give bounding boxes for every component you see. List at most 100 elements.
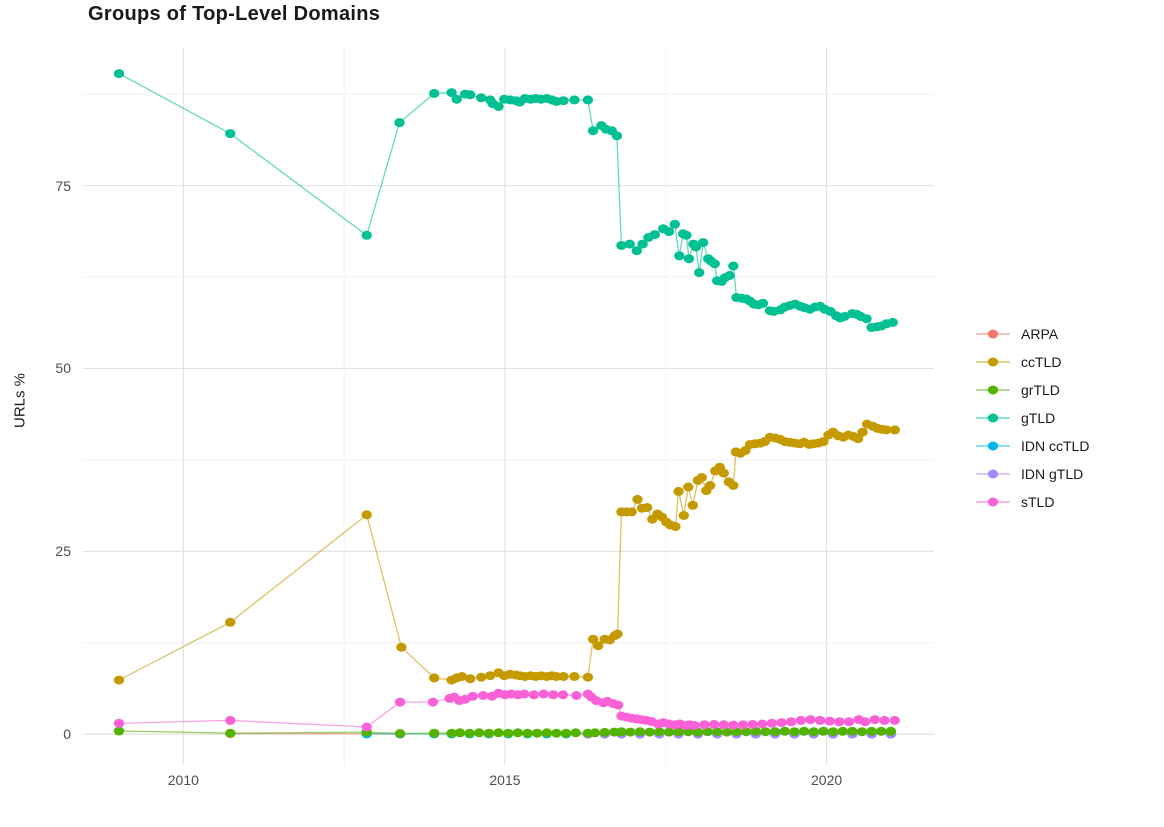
data-point [697, 238, 709, 248]
data-point [225, 728, 236, 738]
data-point [503, 728, 514, 738]
data-point [113, 718, 125, 728]
y-tick-label: 0 [63, 726, 71, 743]
data-point [747, 719, 758, 729]
data-point [757, 719, 768, 729]
data-point [582, 95, 594, 105]
data-point [887, 317, 898, 327]
data-point [225, 129, 236, 139]
legend-label: IDN gTLD [1021, 466, 1084, 482]
legend-key-dot [987, 441, 999, 451]
data-point [663, 727, 675, 737]
data-point [834, 717, 845, 727]
data-point [582, 672, 594, 682]
legend-item-gTLD: gTLD [976, 404, 1089, 432]
data-point [818, 726, 829, 736]
legend-key-dot [987, 497, 999, 507]
data-point [769, 727, 781, 737]
data-point [361, 230, 372, 240]
data-point [860, 717, 871, 727]
data-point [861, 314, 872, 324]
data-point [548, 690, 559, 700]
x-tick-label: 2020 [811, 772, 843, 788]
data-point [446, 88, 457, 98]
legend-key-icon [976, 357, 1010, 367]
data-point [476, 93, 487, 103]
legend-key-icon [976, 329, 1010, 339]
legend: ARPA ccTLD grTLD gTLD IDN ccTLD IDN gTLD sTLD [976, 320, 1089, 516]
data-point [611, 131, 623, 141]
legend-key-icon [976, 385, 1010, 395]
data-point [558, 96, 569, 106]
data-point [465, 90, 476, 100]
y-tick-label: 75 [55, 177, 71, 194]
x-tick-label: 2015 [489, 772, 521, 788]
data-point [818, 437, 829, 447]
data-point [776, 718, 787, 728]
legend-item-ARPA: ARPA [976, 320, 1089, 348]
series-points-gTLD [113, 69, 898, 332]
data-point [464, 728, 475, 738]
data-point [683, 482, 694, 492]
data-point [589, 728, 601, 738]
legend-label: ARPA [1021, 326, 1059, 342]
data-point [616, 241, 627, 250]
data-point [632, 494, 643, 504]
data-point [593, 641, 604, 651]
data-point [687, 500, 698, 510]
series-line-gTLD [118, 73, 893, 329]
data-point [760, 727, 771, 737]
data-point [476, 672, 487, 682]
data-point [673, 727, 684, 737]
data-point [808, 727, 819, 737]
data-point [757, 298, 769, 308]
data-point [889, 425, 900, 435]
data-point [856, 727, 868, 737]
data-point [718, 468, 729, 478]
data-point [446, 728, 457, 738]
data-point [789, 727, 800, 737]
data-point [626, 507, 637, 517]
data-point [637, 239, 648, 249]
data-point [779, 726, 790, 736]
data-point [885, 726, 897, 736]
data-point [587, 634, 599, 644]
data-point [705, 481, 716, 490]
series-line-ccTLD [118, 423, 895, 681]
data-point [569, 95, 580, 105]
data-point [881, 425, 892, 435]
legend-key-icon [976, 469, 1010, 479]
legend-label: grTLD [1021, 382, 1060, 398]
legend-label: ccTLD [1021, 354, 1062, 370]
data-point [786, 717, 797, 727]
legend-item-IDN-ccTLD: IDN ccTLD [976, 432, 1089, 460]
data-point [558, 672, 569, 681]
data-point [394, 118, 405, 128]
data-point [857, 427, 868, 437]
data-point [702, 727, 713, 737]
data-point [724, 271, 735, 280]
data-point [394, 729, 406, 738]
data-point [689, 721, 700, 730]
data-point [612, 629, 623, 639]
data-point [669, 219, 680, 229]
data-point [634, 727, 646, 737]
data-point [879, 715, 890, 725]
series-points-grTLD [113, 726, 897, 738]
data-point [852, 434, 864, 444]
data-point [750, 726, 761, 736]
data-point [827, 727, 839, 737]
data-point [531, 728, 543, 738]
data-point [696, 473, 707, 482]
data-point [569, 672, 580, 681]
data-point [483, 728, 495, 738]
data-point [427, 697, 439, 707]
data-point [795, 715, 807, 725]
data-point [798, 726, 810, 736]
data-point [587, 126, 599, 136]
data-point [654, 727, 665, 737]
data-point [396, 642, 407, 652]
data-point [876, 726, 887, 736]
data-point [616, 727, 627, 737]
data-point [599, 727, 610, 737]
